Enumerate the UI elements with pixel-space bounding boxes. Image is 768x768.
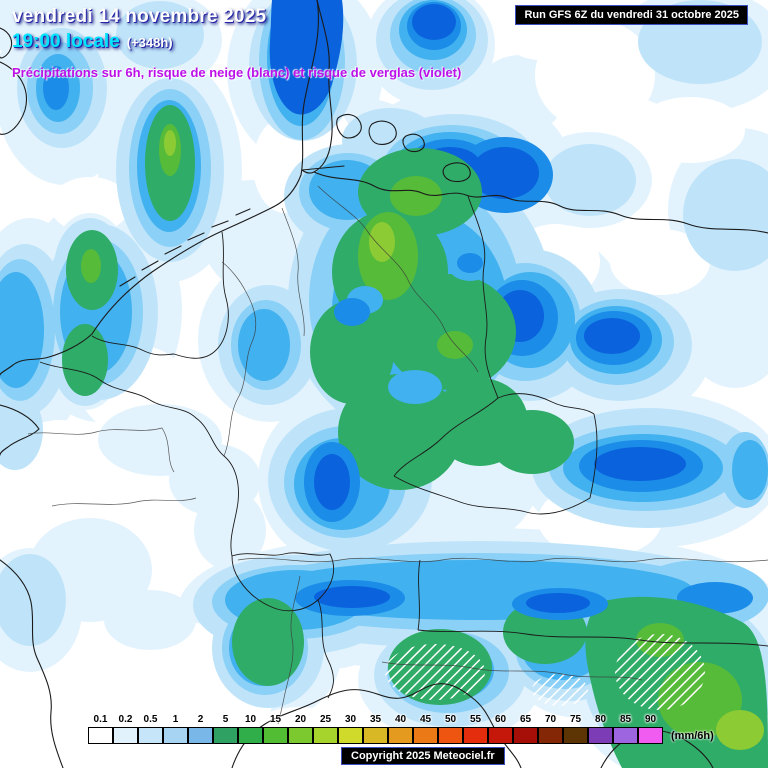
- legend-tick-label: 65: [519, 714, 532, 725]
- legend-tick-label: 45: [419, 714, 432, 725]
- country-borders-layer: [39, 195, 768, 699]
- legend-cell: 0.2: [112, 712, 138, 744]
- legend-cell: 5: [212, 712, 238, 744]
- legend-color-box: [537, 727, 563, 744]
- legend-tick-label: 2: [197, 714, 204, 725]
- legend-color-box: [88, 727, 113, 744]
- legend-tick-label: 0.2: [118, 714, 133, 725]
- legend-color-box: [137, 727, 163, 744]
- rivers-layer: [27, 185, 768, 725]
- legend-tick-label: 40: [394, 714, 407, 725]
- legend-tick-label: 0.1: [93, 714, 108, 725]
- legend-cell: 0.1: [88, 712, 113, 744]
- legend-color-box: [437, 727, 463, 744]
- legend-tick-label: 70: [544, 714, 557, 725]
- legend-cell: 75: [562, 712, 588, 744]
- legend-color-box: [487, 727, 513, 744]
- legend-cell: 85: [612, 712, 638, 744]
- legend-tick-label: 15: [269, 714, 282, 725]
- legend-cell: 0.5: [137, 712, 163, 744]
- legend-color-box: [587, 727, 613, 744]
- legend-tick-label: 50: [444, 714, 457, 725]
- legend-cell: 15: [262, 712, 288, 744]
- legend-color-box: [262, 727, 288, 744]
- legend-cell: 30: [337, 712, 363, 744]
- legend-cell: 1: [162, 712, 188, 744]
- legend-color-box: [337, 727, 363, 744]
- snow-hatch-layer: [385, 634, 705, 710]
- run-info-badge: Run GFS 6Z du vendredi 31 octobre 2025: [515, 5, 748, 25]
- legend-color-box: [512, 727, 538, 744]
- legend-tick-label: 75: [569, 714, 582, 725]
- legend-cell: 55: [462, 712, 488, 744]
- legend-tick-label: 55: [469, 714, 482, 725]
- legend-tick-label: 25: [319, 714, 332, 725]
- legend-cell: 65: [512, 712, 538, 744]
- legend-cell: 25: [312, 712, 338, 744]
- legend-tick-label: 0.5: [143, 714, 158, 725]
- legend-cell: 50: [437, 712, 463, 744]
- legend-color-box: [312, 727, 338, 744]
- legend-color-box: [412, 727, 438, 744]
- precip-legend: 0.1 0.2 0.5 1 2 5 10 15 20 25 30 35 40 45 50 55 60 65 70 75…: [88, 712, 714, 744]
- legend-cell: 45: [412, 712, 438, 744]
- legend-cell: 20: [287, 712, 313, 744]
- legend-tick-label: 85: [619, 714, 632, 725]
- legend-tick-label: 80: [594, 714, 607, 725]
- legend-tick-label: 30: [344, 714, 357, 725]
- legend-color-box: [637, 727, 663, 744]
- legend-cell: 90: [637, 712, 663, 744]
- legend-color-box: [187, 727, 213, 744]
- legend-color-box: [387, 727, 413, 744]
- legend-color-box: [612, 727, 638, 744]
- legend-cell: 10: [237, 712, 263, 744]
- legend-tick-label: 1: [172, 714, 179, 725]
- legend-tick-label: 60: [494, 714, 507, 725]
- legend-cell: 40: [387, 712, 413, 744]
- legend-cell: 2: [187, 712, 213, 744]
- legend-color-box: [287, 727, 313, 744]
- legend-cell: 70: [537, 712, 563, 744]
- copyright-badge: Copyright 2025 Meteociel.fr: [341, 747, 505, 765]
- legend-color-box: [112, 727, 138, 744]
- legend-color-box: [237, 727, 263, 744]
- legend-color-box: [162, 727, 188, 744]
- legend-color-box: [212, 727, 238, 744]
- legend-tick-label: 90: [644, 714, 657, 725]
- legend-tick-label: 35: [369, 714, 382, 725]
- legend-color-box: [362, 727, 388, 744]
- legend-color-box: [462, 727, 488, 744]
- legend-scale: 0.1 0.2 0.5 1 2 5 10 15 20 25 30 35 40 45 50 55 60 65 70 75…: [88, 712, 663, 744]
- legend-tick-label: 5: [222, 714, 229, 725]
- legend-color-box: [562, 727, 588, 744]
- legend-cell: 35: [362, 712, 388, 744]
- legend-unit-label: (mm/6h): [671, 730, 714, 742]
- legend-tick-label: 10: [244, 714, 257, 725]
- legend-cell: 60: [487, 712, 513, 744]
- legend-cell: 80: [587, 712, 613, 744]
- legend-tick-label: 20: [294, 714, 307, 725]
